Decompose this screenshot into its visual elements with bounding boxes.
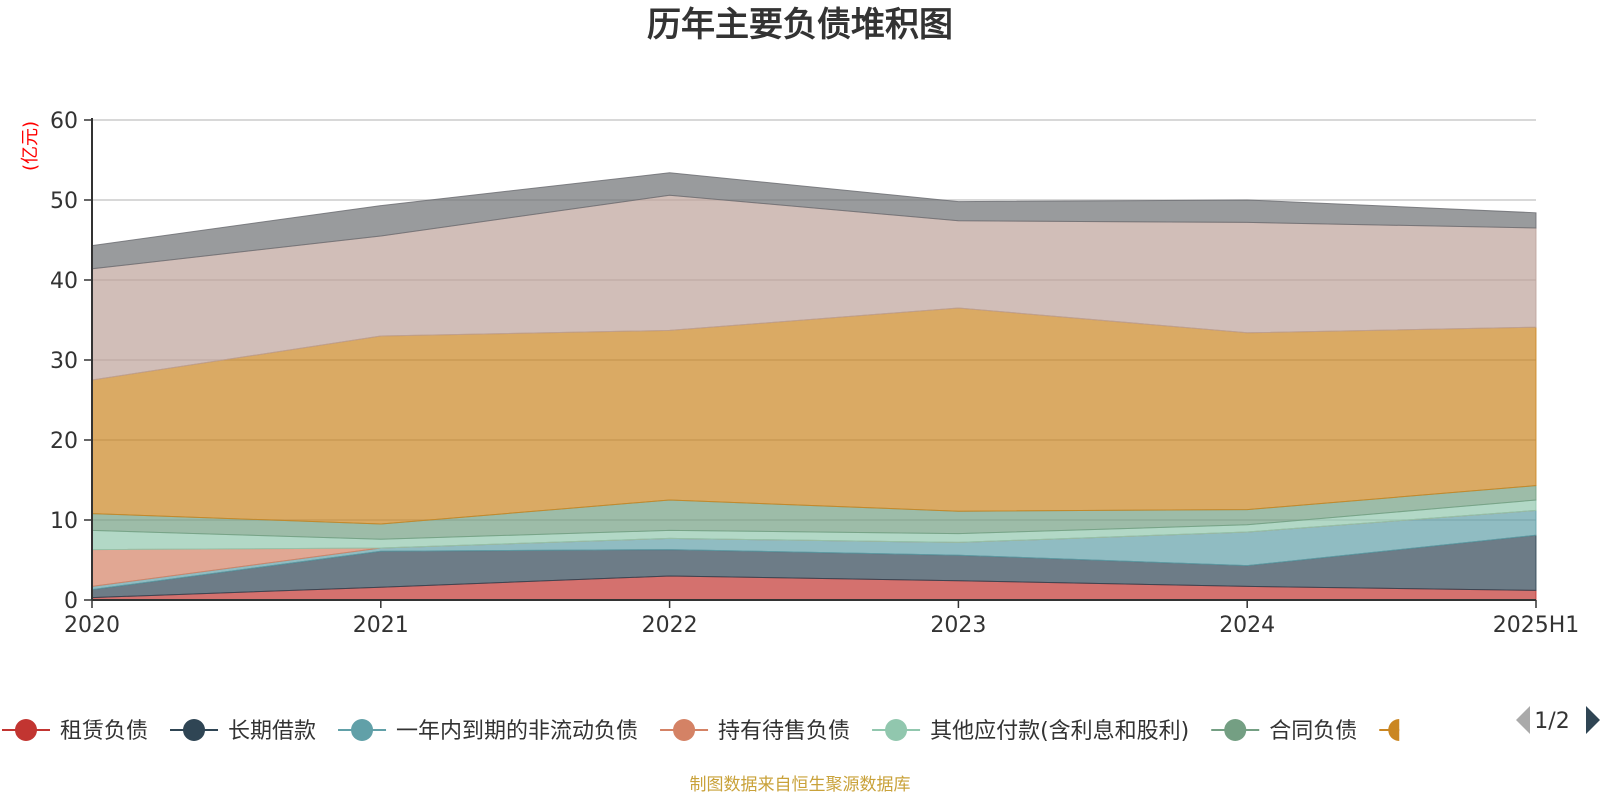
legend-item-3[interactable]: 一年内到期的非流动负债 bbox=[338, 719, 638, 744]
legend-item-1[interactable]: 租赁负债 bbox=[2, 719, 148, 744]
legend-item-4[interactable]: 持有待售负债 bbox=[660, 719, 850, 744]
x-tick-label-3: 2023 bbox=[930, 613, 986, 638]
legend-next-icon[interactable] bbox=[1586, 706, 1600, 734]
area-layers bbox=[91, 172, 1537, 601]
legend-item-5[interactable]: 其他应付款(含利息和股利) bbox=[872, 719, 1189, 744]
legend-label: 持有待售负债 bbox=[718, 719, 850, 744]
y-tick-label-20: 20 bbox=[50, 429, 78, 454]
legend-circle-icon bbox=[1388, 719, 1400, 741]
legend-label: 合同负债 bbox=[1269, 719, 1357, 744]
legend-item-6[interactable]: 合同负债 bbox=[1211, 719, 1357, 744]
y-tick-label-0: 0 bbox=[64, 589, 78, 614]
legend-prev-icon[interactable] bbox=[1516, 706, 1530, 734]
legend-label: 长期借款 bbox=[228, 719, 316, 744]
legend-page-indicator: 1/2 bbox=[1534, 709, 1569, 734]
legend-circle-icon bbox=[885, 719, 908, 741]
y-tick-label-50: 50 bbox=[50, 189, 78, 214]
area-series-9 bbox=[91, 172, 1537, 270]
y-axis-ticks: 0 10 20 30 40 50 60 bbox=[50, 109, 92, 614]
legend-label: 一年内到期的非流动负债 bbox=[396, 719, 638, 744]
legend: 租赁负债 长期借款 一年内到期的非流动负债 持有待售负债 其他应付款(含利息和股利) 合同… bbox=[2, 719, 1400, 744]
legend-label: 其他应付款(含利息和股利) bbox=[930, 719, 1189, 744]
legend-circle-icon bbox=[1224, 719, 1247, 741]
legend-item-partial bbox=[1379, 719, 1400, 741]
legend-circle-icon bbox=[183, 719, 206, 741]
x-axis-ticks: 2020 2021 2022 2023 2024 2025H1 bbox=[64, 600, 1579, 638]
x-tick-label-0: 2020 bbox=[64, 613, 120, 638]
y-tick-label-60: 60 bbox=[50, 109, 78, 134]
y-tick-label-40: 40 bbox=[50, 269, 78, 294]
legend-pager: 1/2 bbox=[1516, 706, 1600, 734]
x-tick-label-2: 2022 bbox=[642, 613, 698, 638]
legend-circle-icon bbox=[673, 719, 696, 741]
x-tick-label-1: 2021 bbox=[353, 613, 409, 638]
chart-title: 历年主要负债堆积图 bbox=[647, 5, 953, 45]
y-tick-label-10: 10 bbox=[50, 509, 78, 534]
legend-label: 租赁负债 bbox=[60, 719, 148, 744]
data-source-note: 制图数据来自恒生聚源数据库 bbox=[690, 775, 911, 795]
x-tick-label-5: 2025H1 bbox=[1493, 613, 1580, 638]
legend-item-2[interactable]: 长期借款 bbox=[170, 719, 316, 744]
y-axis-unit-label: (亿元) bbox=[20, 121, 41, 171]
y-tick-label-30: 30 bbox=[50, 349, 78, 374]
legend-circle-icon bbox=[351, 719, 374, 741]
legend-circle-icon bbox=[15, 719, 37, 741]
x-tick-label-4: 2024 bbox=[1219, 613, 1275, 638]
